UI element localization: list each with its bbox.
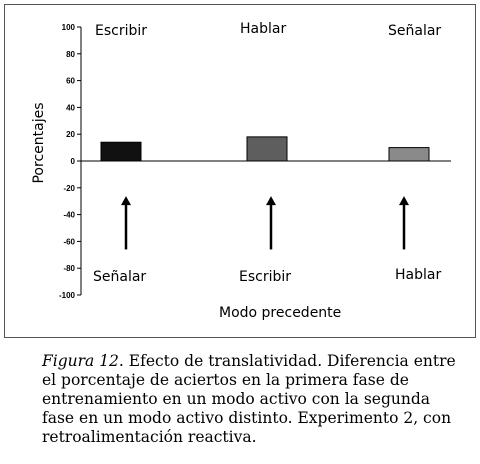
y-tick-label: 20 [66, 130, 75, 139]
category-label-senalar: Señalar [388, 23, 442, 39]
bar [246, 136, 288, 162]
preceding-mode-label-hablar: Hablar [395, 267, 442, 283]
arrow-head [121, 196, 131, 206]
bar [388, 147, 430, 162]
y-tick-label: 100 [62, 23, 76, 32]
y-tick-label: 0 [71, 157, 76, 166]
y-tick-label: -60 [63, 237, 75, 246]
y-tick-label: 60 [66, 77, 75, 86]
figure-frame: 100 80 60 40 20 0 -20 -40 -60 -80 -100 Escribir Ha… [4, 4, 476, 338]
category-label-escribir: Escribir [95, 23, 148, 39]
x-axis-title: Modo precedente [219, 305, 342, 321]
arrow-head [399, 196, 409, 206]
y-tick-label: -80 [63, 264, 75, 273]
y-tick-label: 80 [66, 50, 75, 59]
preceding-mode-label-escribir: Escribir [239, 269, 292, 285]
y-tick-label: 40 [66, 103, 75, 112]
y-tick-label: -100 [59, 291, 76, 300]
caption-text: . Efecto de translatividad. Diferencia e… [42, 352, 456, 446]
category-label-hablar: Hablar [240, 21, 287, 37]
y-axis-title: Porcentajes [31, 102, 47, 184]
bar [100, 141, 142, 162]
y-tick-label: -20 [63, 184, 75, 193]
figure-caption: Figura 12. Efecto de translatividad. Dif… [42, 352, 462, 447]
preceding-mode-label-senalar: Señalar [93, 269, 147, 285]
bar-chart: 100 80 60 40 20 0 -20 -40 -60 -80 -100 [59, 23, 451, 300]
arrow-head [266, 196, 276, 206]
y-tick-label: -40 [63, 211, 75, 220]
figure-number: Figura 12 [42, 352, 119, 370]
